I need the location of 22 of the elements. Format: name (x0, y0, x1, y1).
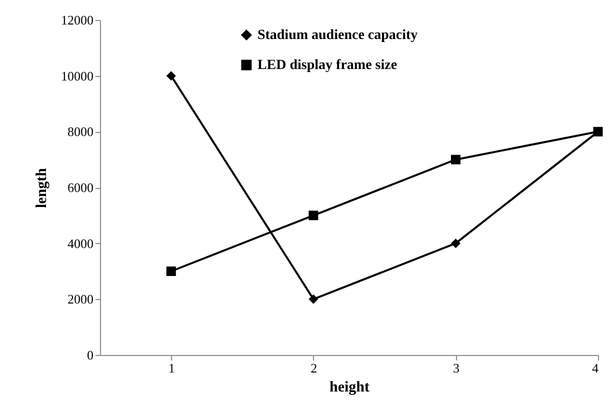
y-tick-label: 0 (87, 348, 94, 362)
y-axis-title: length (34, 167, 50, 208)
point (308, 210, 318, 220)
point (166, 266, 176, 276)
point (166, 71, 176, 81)
y-tick-label: 12000 (61, 12, 94, 28)
y-tick-label: 4000 (68, 236, 94, 251)
point (593, 126, 603, 136)
y-tick-label: 2000 (68, 292, 94, 307)
y-tick-label: 6000 (68, 180, 94, 195)
point (308, 294, 318, 304)
x-axis-title: height (329, 380, 370, 396)
point (450, 154, 460, 164)
x-tick-label: 4 (592, 360, 599, 376)
x-tick-label: 3 (452, 360, 460, 376)
y-tick-label: 10000 (61, 68, 94, 84)
x-tick-label: 2 (310, 360, 318, 376)
legend-label: Stadium audience capacity (257, 28, 418, 43)
x-tick-label: 1 (168, 360, 175, 376)
y-tick-label: 8000 (68, 124, 94, 140)
point (450, 238, 460, 248)
legend-label: LED display frame size (257, 58, 398, 73)
